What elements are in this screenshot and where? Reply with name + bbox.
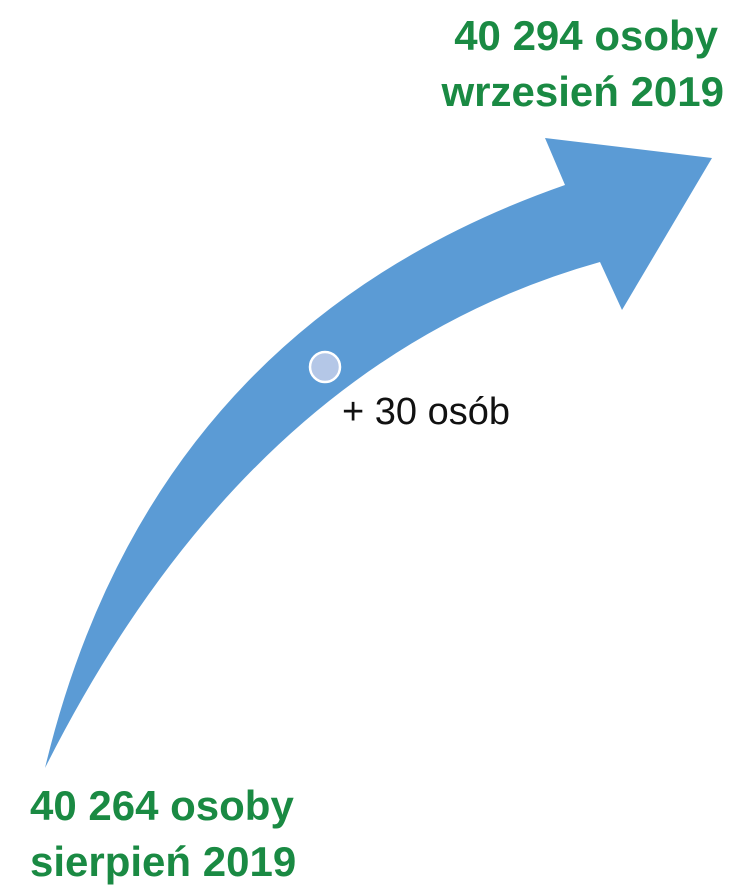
end-date: wrzesień 2019 — [440, 68, 724, 115]
growth-arrow — [45, 138, 712, 768]
end-value: 40 294 osoby — [454, 12, 718, 59]
marker-dot — [308, 350, 342, 384]
change-label: + 30 osób — [342, 391, 510, 433]
start-value: 40 264 osoby — [30, 782, 294, 829]
start-date: sierpień 2019 — [30, 838, 296, 885]
